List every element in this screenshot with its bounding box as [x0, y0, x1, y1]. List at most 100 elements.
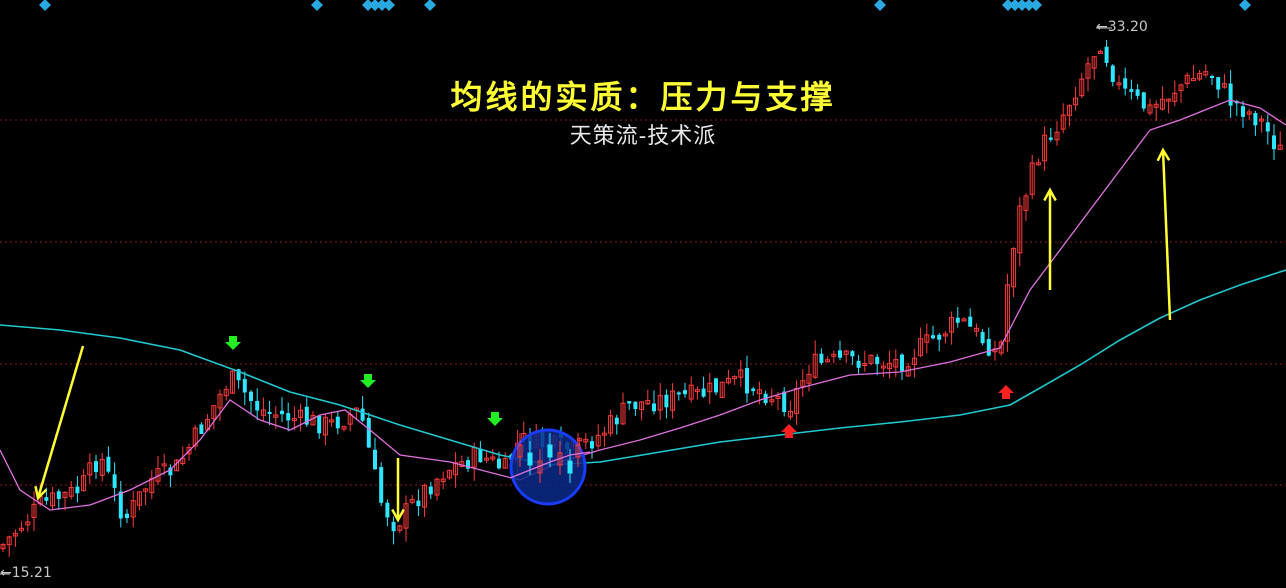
candle-body-down: [168, 467, 173, 476]
candle-body-up: [657, 395, 663, 411]
chart-subtitle: 天策流-技术派: [569, 124, 717, 149]
candle-body-down: [1228, 83, 1233, 106]
candle-body-down: [955, 317, 960, 323]
signal-diamond-icon: [383, 0, 395, 11]
candle-body-up: [50, 492, 56, 507]
signal-diamond-icon: [1239, 0, 1251, 11]
candle-body-up: [149, 477, 155, 494]
yellow-arrow-head-icon: [391, 508, 405, 523]
candle-body-up: [800, 380, 806, 387]
candle-body-up: [291, 418, 297, 422]
candle-body-up: [918, 338, 924, 356]
candle-body-up: [1178, 84, 1184, 92]
signal-diamond-icon: [1016, 0, 1028, 11]
candle-body-up: [862, 363, 868, 367]
low-price-label: ←15.21: [0, 565, 52, 581]
candle-body-down: [819, 353, 824, 363]
candle-body-down: [968, 316, 973, 327]
candle-body-up: [502, 458, 508, 469]
candle-body-up: [161, 463, 167, 467]
candle-body-up: [812, 353, 818, 378]
candle-body-up: [1259, 118, 1265, 122]
candle-body-down: [112, 474, 117, 488]
candle-body-up: [329, 419, 335, 423]
candle-body-up: [192, 427, 198, 447]
candle-body-up: [688, 384, 694, 400]
candle-body-up: [1277, 144, 1283, 150]
candle-body-up: [273, 414, 279, 418]
yellow-arrow-shaft: [1161, 149, 1172, 321]
candle-body-up: [1011, 248, 1017, 288]
candle-body-up: [1197, 72, 1203, 80]
candle-body-up: [775, 396, 781, 400]
signal-diamond-icon: [376, 0, 388, 11]
candle-body-down: [676, 392, 681, 395]
candle-body-up: [409, 498, 415, 503]
candle-body-down: [701, 388, 706, 397]
candle-body-up: [229, 370, 235, 394]
candle-body-up: [738, 369, 744, 378]
candle-body-down: [937, 334, 942, 340]
candle-body-up: [769, 399, 775, 403]
candle-body: [547, 444, 553, 458]
candle-body-up: [99, 458, 105, 476]
candle-body-up: [1073, 97, 1079, 106]
candle-body-up: [298, 409, 304, 418]
candle-body-down: [875, 356, 880, 365]
candle-body-down: [1210, 75, 1214, 78]
candle-body-up: [1172, 92, 1178, 102]
candle-body-up: [924, 334, 930, 343]
candle-body-up: [825, 359, 831, 363]
candle-body-down: [94, 461, 98, 473]
candle-body-down: [614, 417, 619, 425]
candle-body-down: [1253, 112, 1258, 126]
candle-body-down: [683, 390, 687, 395]
candle-body-down: [838, 350, 842, 358]
candle-body-down: [56, 491, 61, 499]
candle-body-up: [732, 376, 738, 380]
candle-body-up: [911, 357, 917, 366]
candle-body-down: [391, 521, 396, 532]
candle-body-up: [843, 350, 849, 355]
candle-body-down: [360, 408, 365, 421]
candle-body-down: [745, 368, 749, 394]
candle-body-up: [806, 373, 812, 384]
candle-body-down: [199, 424, 204, 434]
candle-body-down: [255, 401, 260, 411]
candle-body-down: [590, 441, 594, 449]
red-up-arrow-icon: [781, 424, 797, 438]
candle-body-up: [639, 401, 645, 411]
candle-body-up: [180, 457, 186, 464]
low-price-value: 15.21: [11, 565, 52, 581]
candle-body-up: [1004, 284, 1010, 342]
signal-diamond-icon: [369, 0, 381, 11]
candle-body-up: [1203, 71, 1209, 76]
high-price-value: 33.20: [1107, 19, 1148, 35]
green-down-arrow-icon: [487, 412, 503, 426]
candle-body-down: [1104, 46, 1109, 63]
candle-body-down: [366, 417, 371, 448]
candle-body-down: [1216, 77, 1221, 90]
candle-body-down: [286, 413, 291, 421]
candle-body-up: [601, 432, 607, 436]
signal-diamond-icon: [424, 0, 436, 11]
candle-body: [517, 444, 523, 458]
candle-body-up: [397, 525, 403, 531]
candle-body-down: [850, 351, 855, 357]
candle-body-up: [422, 484, 428, 508]
candle-body-up: [949, 317, 955, 333]
candle-body-up: [670, 390, 676, 411]
candle-body-up: [260, 409, 266, 416]
candle-body-up: [1246, 111, 1252, 115]
signal-diamond-icon: [311, 0, 323, 11]
candle-body-down: [1135, 89, 1140, 96]
candle-body-up: [211, 405, 217, 420]
candle-body-up: [756, 389, 762, 395]
candle-body-up: [1221, 83, 1227, 88]
candle-body-up: [341, 426, 347, 430]
candle-body-up: [608, 415, 614, 434]
candle-body-up: [620, 402, 626, 425]
candle-body-up: [831, 353, 837, 357]
candle-body-up: [446, 470, 452, 479]
